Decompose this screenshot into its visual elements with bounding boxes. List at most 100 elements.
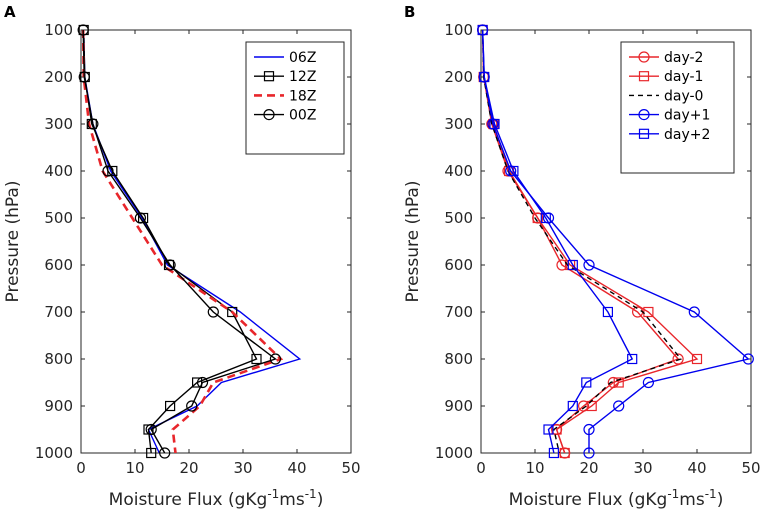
y-tick-label: 600 xyxy=(444,256,473,274)
x-tick-label: 10 xyxy=(525,459,544,477)
point-day+2-900 xyxy=(567,400,578,412)
point-00Z-950 xyxy=(145,423,157,436)
point-day-1-700 xyxy=(643,306,654,318)
y-tick-label: 1000 xyxy=(435,444,473,462)
point-00Z-800 xyxy=(269,353,281,365)
point-day+2-200 xyxy=(479,71,490,83)
series-line-day+1 xyxy=(481,30,750,453)
y-tick-label: 300 xyxy=(444,115,473,133)
point-12Z-1000 xyxy=(146,447,157,459)
point-day+2-600 xyxy=(567,259,578,271)
point-day+2-1000 xyxy=(548,447,560,459)
point-00Z-200 xyxy=(78,71,90,83)
legend: 06Z 12Z 18Z 00Z xyxy=(245,41,345,155)
point-12Z-700 xyxy=(227,306,238,318)
x-tick-label: 20 xyxy=(579,459,598,477)
point-00Z-500 xyxy=(134,212,146,224)
y-tick-label: 900 xyxy=(44,397,73,415)
point-day+1-950 xyxy=(583,423,595,436)
legend-label-00Z: 00Z xyxy=(289,108,316,124)
x-tick-label: 30 xyxy=(233,459,252,477)
y-tick-label: 200 xyxy=(444,68,473,86)
series-line-00Z xyxy=(82,30,277,453)
y-tick-label: 600 xyxy=(44,256,73,274)
point-00Z-900 xyxy=(186,400,198,412)
point-day+2-500 xyxy=(540,212,551,224)
point-12Z-800 xyxy=(251,353,262,365)
legend-marker xyxy=(638,128,650,139)
x-tick-label: 20 xyxy=(179,459,198,477)
x-tick-label: 10 xyxy=(125,459,144,477)
legend-marker xyxy=(638,71,650,82)
x-tick-label: 30 xyxy=(633,459,652,477)
x-tick-label: 50 xyxy=(341,459,360,477)
point-day-1-950 xyxy=(551,424,562,435)
x-tick-label: 40 xyxy=(687,459,706,477)
point-00Z-850 xyxy=(196,376,209,389)
legend-label-day-1: day-1 xyxy=(664,69,703,85)
point-12Z-900 xyxy=(165,400,176,412)
point-00Z-700 xyxy=(207,306,219,318)
legend-label-18Z: 18Z xyxy=(289,88,316,104)
legend-marker xyxy=(638,51,650,63)
point-day+2-800 xyxy=(627,353,638,365)
x-axis-label: Moisture Flux (gKg-1ms-1) xyxy=(109,487,324,510)
legend-label-06Z: 06Z xyxy=(289,50,316,66)
y-tick-label: 700 xyxy=(44,303,73,321)
point-00Z-400 xyxy=(102,165,114,177)
series-line-day-2 xyxy=(481,30,680,453)
legend-marker xyxy=(263,71,275,82)
y-tick-label: 800 xyxy=(44,350,73,368)
legend-box xyxy=(620,41,735,174)
x-tick-label: 50 xyxy=(741,459,760,477)
point-day-1-800 xyxy=(691,353,703,365)
legend-marker xyxy=(263,108,275,121)
y-axis-label: Pressure (hPa) xyxy=(3,181,23,303)
y-tick-label: 400 xyxy=(44,162,73,180)
point-00Z-600 xyxy=(164,259,176,271)
y-tick-label: 800 xyxy=(444,350,473,368)
series-day+2 xyxy=(477,24,638,459)
panel-letter: A xyxy=(4,3,16,21)
legend-label-day+1: day+1 xyxy=(664,108,710,124)
point-day+2-700 xyxy=(602,306,614,318)
y-tick-label: 500 xyxy=(44,209,73,227)
point-day+1-700 xyxy=(688,306,700,318)
point-day+1-850 xyxy=(642,376,655,389)
series-00Z xyxy=(77,24,281,459)
point-00Z-100 xyxy=(77,24,89,36)
point-day+2-300 xyxy=(489,118,500,130)
legend-marker xyxy=(638,108,650,121)
y-axis-label: Pressure (hPa) xyxy=(403,181,423,303)
y-tick-label: 1000 xyxy=(35,444,73,462)
y-tick-label: 700 xyxy=(444,303,473,321)
y-tick-label: 500 xyxy=(444,209,473,227)
legend-label-12Z: 12Z xyxy=(289,69,316,85)
point-day+1-600 xyxy=(583,259,595,271)
legend-label-day+2: day+2 xyxy=(664,127,710,143)
legend: day-2 day-1 day-0 day+1 day+2 xyxy=(620,41,735,174)
point-day-1-500 xyxy=(532,212,543,224)
y-tick-label: 200 xyxy=(44,68,73,86)
x-tick-label: 40 xyxy=(287,459,306,477)
point-00Z-1000 xyxy=(159,447,171,459)
point-day-1-850 xyxy=(613,377,624,388)
point-day+1-900 xyxy=(613,400,625,412)
x-axis-label: Moisture Flux (gKg-1ms-1) xyxy=(509,487,724,510)
series-day-0 xyxy=(481,30,682,453)
point-day+2-850 xyxy=(581,377,592,388)
y-tick-label: 900 xyxy=(444,397,473,415)
point-day+2-100 xyxy=(477,24,488,36)
panel-letter: B xyxy=(404,3,415,21)
y-tick-label: 100 xyxy=(44,21,73,39)
point-day+2-950 xyxy=(543,424,554,435)
legend-label-day-0: day-0 xyxy=(664,88,703,104)
legend-box xyxy=(245,41,345,155)
point-day+2-400 xyxy=(508,165,519,177)
y-tick-label: 300 xyxy=(44,115,73,133)
point-00Z-300 xyxy=(87,118,99,130)
legend-label-day-2: day-2 xyxy=(664,50,703,66)
